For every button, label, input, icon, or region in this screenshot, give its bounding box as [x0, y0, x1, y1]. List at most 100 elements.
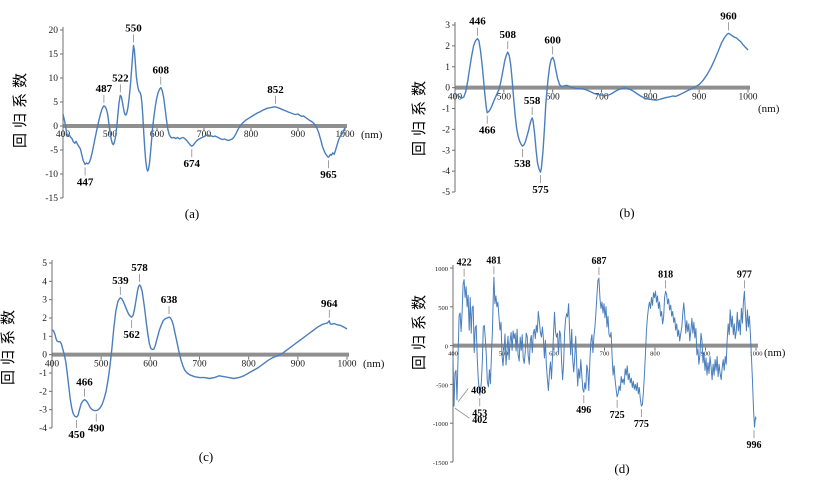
panel-b-annotation-508: 508 [499, 29, 516, 41]
y-tick-label: 1 [42, 332, 47, 342]
panel-d-annotation-687: 687 [591, 256, 606, 267]
x-tick-label: 1000 [739, 93, 758, 103]
y-tick-label: -5 [50, 146, 58, 156]
y-tick-label: 0 [42, 351, 47, 361]
panel-b-annotation-466: 466 [479, 125, 496, 137]
panel-d-x-unit-label: (nm) [764, 347, 786, 359]
panel-a-annotation-550: 550 [125, 22, 142, 34]
y-tick-label: -3 [39, 406, 47, 416]
y-tick-label: 0 [445, 344, 448, 351]
panel-d-annotation-422: 422 [457, 258, 472, 269]
y-tick-label: -1 [39, 369, 47, 379]
y-tick-label: -500 [436, 382, 448, 389]
x-tick-label: 800 [650, 351, 660, 358]
x-tick-label: 1000 [338, 360, 357, 370]
panel-a-annotation-487: 487 [96, 83, 113, 95]
x-tick-label: 500 [497, 93, 512, 103]
x-tick-label: 600 [546, 93, 561, 103]
panel-b-annotation-575: 575 [532, 184, 549, 196]
x-tick-label: 1000 [750, 351, 763, 358]
panel-b-series-line [454, 32, 749, 173]
y-tick-label: 2 [445, 42, 450, 52]
panel-c-annotation-578: 578 [131, 262, 148, 274]
panel-c-series-line [51, 284, 348, 418]
panel-d-series-line [452, 276, 757, 428]
panel-a-annotation-522: 522 [112, 72, 129, 84]
x-tick-label: 400 [448, 93, 463, 103]
panel-d-annotation-996: 996 [746, 440, 761, 451]
panel-d-annotation-496: 496 [576, 405, 591, 416]
y-tick-label: -1 [442, 105, 450, 115]
panel-c-annotation-638: 638 [161, 294, 178, 306]
y-tick-label: 20 [49, 26, 59, 36]
panel-b-annotation-960: 960 [720, 10, 737, 22]
panel-c-caption: (c) [199, 449, 213, 464]
x-tick-label: 800 [242, 360, 257, 370]
panel-d-y-axis-title: 回归系数 [411, 290, 428, 370]
x-tick-label: 800 [643, 93, 658, 103]
x-tick-label: 1000 [336, 130, 355, 140]
x-tick-label: 800 [244, 130, 259, 140]
panel-d-caption: (d) [614, 461, 629, 476]
y-tick-label: 0 [53, 122, 58, 132]
x-tick-label: 400 [45, 360, 60, 370]
panel-d-annotation-408: 408 [471, 386, 486, 397]
x-tick-label: 900 [291, 130, 306, 140]
panel-a-x-unit-label: (nm) [361, 129, 383, 141]
panel-b-annotation-446: 446 [469, 16, 486, 28]
y-tick-label: 0 [445, 84, 450, 94]
panel-c: 5 4 3 2 1 0 -1 -2 -3 -4 400 500 600 700 800 900 1000 (nm)… [0, 259, 385, 464]
panel-c-annotation-539: 539 [112, 275, 129, 287]
x-tick-label: 700 [192, 360, 207, 370]
x-tick-label: 900 [692, 93, 707, 103]
y-tick-label: 15 [49, 50, 59, 60]
panel-b-x-unit-label: (nm) [758, 103, 780, 115]
x-tick-label: 700 [594, 93, 609, 103]
x-tick-label: 900 [701, 351, 711, 358]
y-tick-label: 3 [42, 296, 47, 306]
panel-a-annotation-608: 608 [153, 65, 170, 77]
panel-b: 3 2 1 0 -1 -2 -3 -4 -5 400 500 600 700 800 900 1000(nm)… [411, 10, 780, 220]
panel-b-annotation-538: 538 [514, 158, 531, 170]
y-tick-label: 1 [445, 63, 450, 73]
panel-a-series-line [62, 44, 346, 172]
y-tick-label: -5 [442, 188, 450, 198]
y-tick-label: -2 [39, 387, 47, 397]
annotation-leader [457, 388, 469, 403]
x-tick-label: 400 [448, 351, 458, 358]
y-tick-label: -4 [39, 424, 47, 434]
panel-c-annotation-964: 964 [321, 298, 338, 310]
x-tick-label: 600 [143, 360, 158, 370]
x-tick-label: 700 [197, 130, 212, 140]
y-tick-label: 10 [49, 74, 59, 84]
panel-b-caption: (b) [619, 205, 634, 220]
panel-c-annotation-450: 450 [68, 429, 85, 441]
y-tick-label: -2 [442, 125, 450, 135]
y-tick-label: -1000 [433, 421, 448, 428]
panel-a-annotation-674: 674 [184, 158, 201, 170]
panel-c-x-unit-label: (nm) [363, 358, 385, 370]
y-tick-label: 1000 [435, 266, 448, 273]
y-tick-label: 3 [445, 21, 450, 31]
panel-a-annotation-447: 447 [77, 176, 94, 188]
panel-a-annotation-965: 965 [320, 169, 337, 181]
panel-a-y-axis-title: 回归系数 [12, 68, 29, 148]
x-tick-label: 600 [549, 351, 559, 358]
annotation-leader [454, 407, 470, 419]
y-tick-label: 2 [42, 314, 47, 324]
panel-d-annotation-977: 977 [737, 269, 752, 280]
panel-d-annotation-775: 775 [634, 419, 649, 430]
y-tick-label: 5 [42, 259, 47, 269]
y-tick-label: 4 [42, 277, 47, 287]
panel-d-annotation-818: 818 [658, 269, 673, 280]
x-tick-label: 700 [600, 351, 610, 358]
y-tick-label: -1500 [433, 460, 448, 467]
y-tick-label: 5 [53, 98, 58, 108]
panel-b-annotation-558: 558 [524, 95, 541, 107]
x-tick-label: 400 [56, 130, 71, 140]
panel-c-annotation-466: 466 [76, 377, 93, 389]
